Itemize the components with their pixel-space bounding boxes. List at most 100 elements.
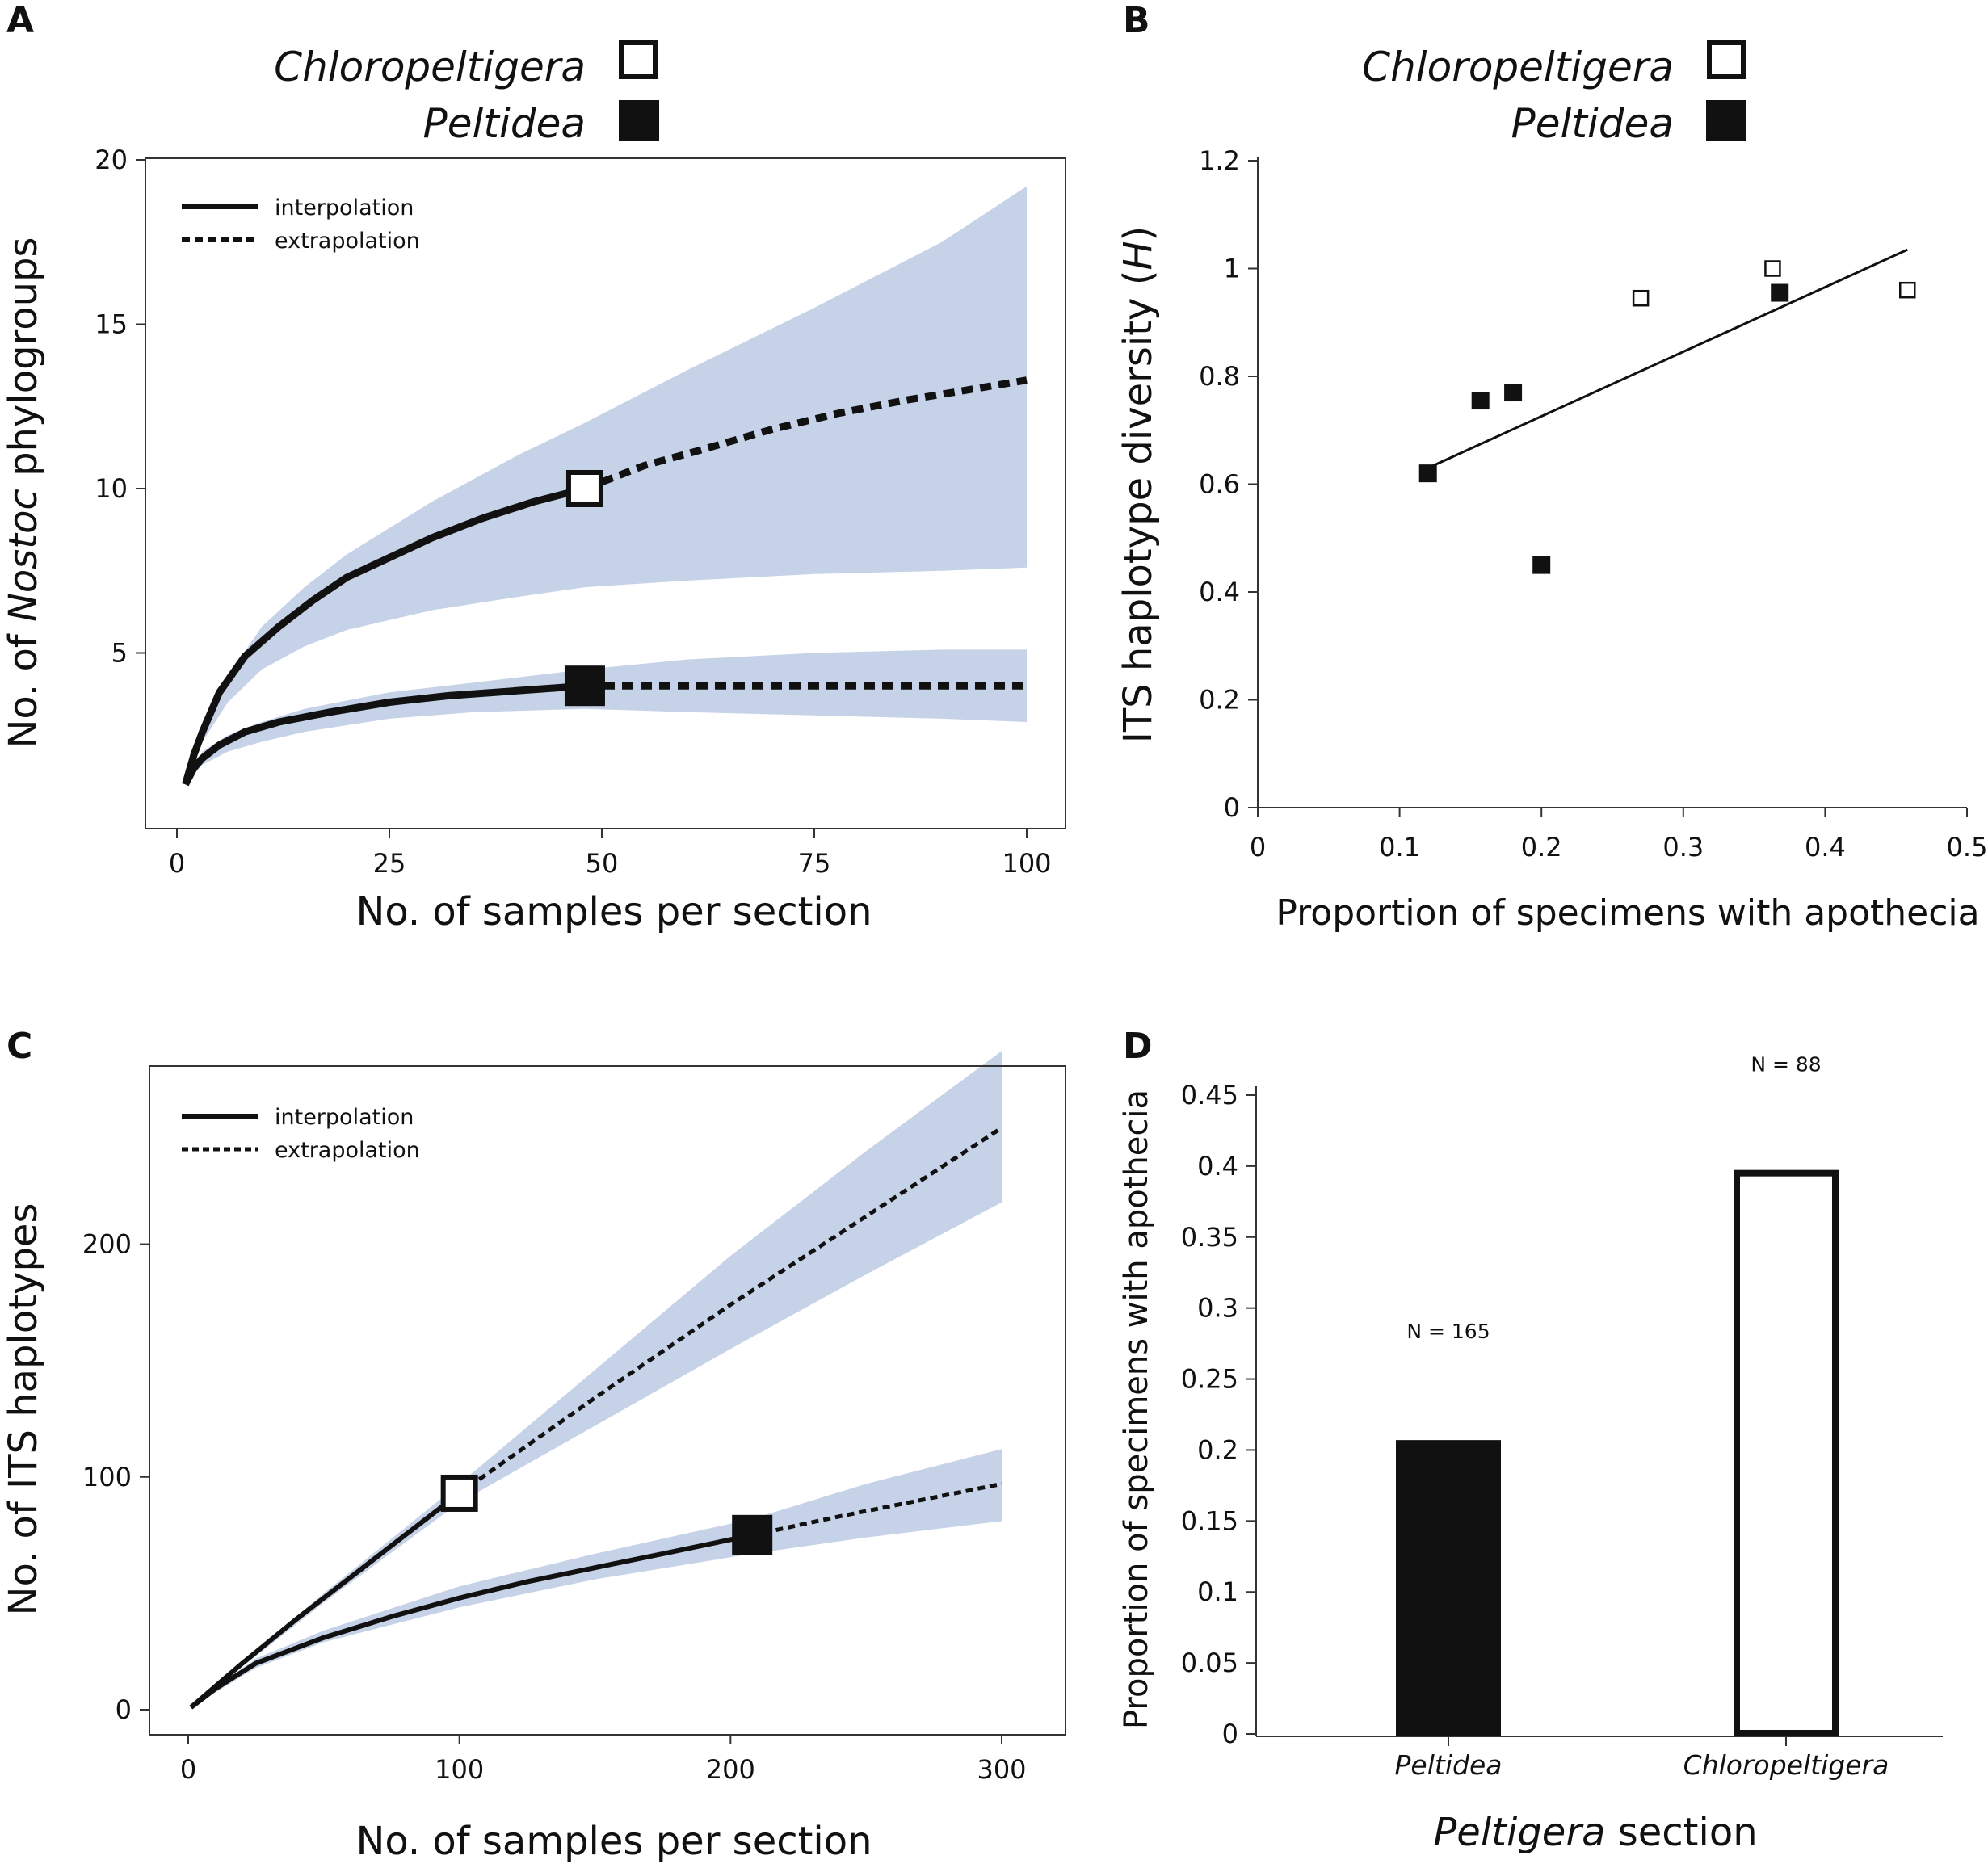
panel-a-markers (564, 470, 605, 707)
panel-a-ticks: 0 25 50 75 100 5 10 15 20 (95, 145, 1051, 879)
panel-a-lines (182, 376, 1028, 787)
panel-c-lines (189, 1126, 1003, 1710)
panel-b-section-legend: Chloropeltigera Peltidea (1362, 40, 1746, 147)
x-tick-label: 75 (798, 848, 831, 879)
y-tick-label: 0.25 (1181, 1364, 1238, 1395)
bar-chloropeltigera (1734, 1169, 1839, 1736)
y-tick-label: 1.2 (1199, 145, 1240, 176)
x-tick-label: 200 (706, 1754, 755, 1785)
y-tick-label: 0.1 (1197, 1576, 1238, 1607)
panel-c-y-title-pre: No. of ITS haplotypes (1, 1203, 46, 1616)
panel-c-markers (440, 1474, 773, 1555)
panel-a-legend-extrapolation: extrapolation (275, 229, 420, 254)
y-tick-label: 0.35 (1181, 1222, 1238, 1253)
scatter-point-peltidea (1504, 384, 1523, 402)
y-tick-label: 20 (95, 145, 128, 175)
interpolation-line-chloropeltigera (182, 485, 586, 786)
observed-marker-chloropeltigera (440, 1474, 478, 1512)
panel-b: B Chloropeltigera Peltidea 0 0.1 0.2 0.3 0.4… (1116, 0, 1987, 934)
scatter-point-peltidea (1471, 392, 1490, 410)
y-tick-label: 1 (1224, 254, 1240, 284)
interpolation-line-peltidea (182, 682, 586, 787)
panel-d: D 0 0.05 0.1 0.15 0.2 0.25 0.3 0.35 0.4 0.45 Pelt… (1118, 1026, 1943, 1855)
panel-a-legend-filled-label: Peltidea (423, 100, 586, 147)
observed-marker-chloropeltigera (565, 470, 603, 507)
scatter-point-chloropeltigera (1898, 281, 1916, 299)
y-tick-label: 0.15 (1181, 1505, 1238, 1536)
panel-a-plot-frame (145, 157, 1066, 829)
panel-b-letter: B (1123, 0, 1150, 41)
x-tick-label: 100 (1002, 848, 1051, 879)
extrapolation-line-chloropeltigera (458, 1126, 1003, 1496)
panel-d-y-title: Proportion of specimens with apothecia (1118, 1089, 1155, 1729)
panel-b-y-title-post: ) (1116, 226, 1161, 241)
y-tick-label: 0.6 (1199, 469, 1240, 500)
sample-size-label-chloropeltigera: N = 88 (1751, 1053, 1821, 1077)
panel-a-confidence-bands (185, 186, 1027, 785)
y-tick-label: 0 (116, 1694, 132, 1725)
observed-marker-peltidea (564, 665, 605, 707)
interpolation-line-peltidea (189, 1532, 753, 1710)
y-tick-label: 0.05 (1181, 1648, 1238, 1678)
panel-c-legend-interpolation: interpolation (275, 1105, 414, 1130)
panel-a-section-legend: Chloropeltigera Peltidea (274, 40, 659, 147)
panel-d-letter: D (1123, 1026, 1153, 1067)
confidence-band-peltidea (191, 1449, 1002, 1708)
x-tick-label: 0.3 (1662, 832, 1704, 863)
x-tick-label: 0 (1250, 832, 1266, 863)
x-tick-label: 100 (435, 1754, 484, 1785)
x-tick-label: 0 (169, 848, 185, 879)
panel-a-y-title-post: phylogroups (1, 237, 46, 489)
y-tick-label: 5 (111, 638, 128, 669)
x-tick-label: 0.4 (1805, 832, 1846, 863)
panel-b-legend-open-marker (1707, 40, 1746, 79)
y-tick-label: 10 (95, 473, 128, 504)
panel-c-letter: C (6, 1026, 32, 1067)
panel-a-legend-interpolation: interpolation (275, 195, 414, 220)
panel-c: C 0 100 200 300 0 100 200 interpolation extrap… (1, 1026, 1066, 1864)
interpolation-line-chloropeltigera (189, 1491, 461, 1710)
panel-a-letter: A (6, 0, 34, 41)
panel-c-line-legend: interpolation extrapolation (182, 1105, 420, 1163)
sample-size-label-peltidea: N = 165 (1406, 1320, 1490, 1343)
y-tick-label: 0.45 (1181, 1080, 1238, 1110)
panel-d-x-title: Peltigera section (1433, 1810, 1757, 1855)
y-tick-label: 0 (1222, 1719, 1238, 1749)
panel-c-x-title: No. of samples per section (355, 1819, 872, 1864)
y-tick-label: 100 (82, 1462, 132, 1492)
panel-b-legend-filled-marker (1706, 100, 1746, 141)
x-tick-label: 0.2 (1521, 832, 1562, 863)
y-tick-label: 0.4 (1197, 1151, 1238, 1182)
panel-b-x-title: Proportion of specimens with apothecia (1276, 892, 1979, 934)
panel-a-legend-open-label: Chloropeltigera (274, 44, 586, 90)
y-tick-label: 0.8 (1199, 361, 1240, 392)
x-tick-label: 300 (977, 1754, 1026, 1785)
confidence-band-chloropeltigera (185, 186, 1027, 785)
panel-c-plot-frame (149, 1065, 1066, 1736)
panel-a: A Chloropeltigera Peltidea 0 25 50 75 100 5 10… (1, 0, 1066, 934)
scatter-point-peltidea (1418, 464, 1437, 483)
x-tick-label: 0 (180, 1754, 196, 1785)
observed-marker-peltidea (732, 1514, 773, 1555)
regression-line (1427, 248, 1908, 469)
y-tick-label: 15 (95, 309, 128, 340)
panel-a-x-title: No. of samples per section (355, 889, 872, 934)
y-tick-label: 200 (82, 1229, 132, 1260)
panel-b-legend-open-label: Chloropeltigera (1362, 44, 1674, 90)
panel-b-points (1418, 260, 1916, 574)
panel-a-line-legend: interpolation extrapolation (182, 195, 420, 254)
x-tick-label: 25 (373, 848, 406, 879)
panel-d-x-title-ital: Peltigera (1433, 1810, 1605, 1855)
panel-b-legend-filled-label: Peltidea (1511, 100, 1674, 147)
panel-b-ticks: 0 0.1 0.2 0.3 0.4 0.5 0 0.2 0.4 0.6 0.8 1 1.2 (1199, 145, 1987, 863)
scatter-point-peltidea (1532, 556, 1551, 574)
extrapolation-line-peltidea (751, 1481, 1002, 1538)
category-label-peltidea: Peltidea (1395, 1749, 1503, 1781)
scatter-point-chloropeltigera (1632, 289, 1650, 307)
y-tick-label: 0.2 (1197, 1434, 1238, 1465)
panel-c-y-title: No. of ITS haplotypes (1, 1203, 46, 1616)
y-tick-label: 0.2 (1199, 685, 1240, 716)
panel-d-x-title-post: section (1605, 1810, 1757, 1855)
panel-a-y-title-pre: No. of (1, 622, 46, 748)
